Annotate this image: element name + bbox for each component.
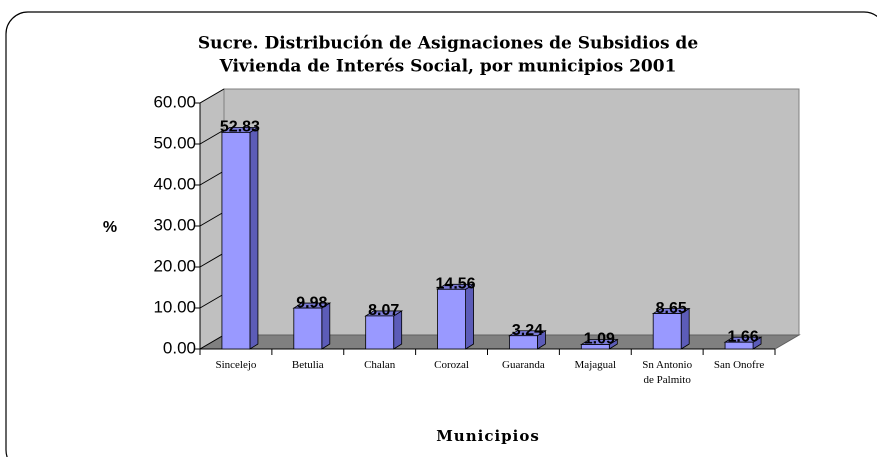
y-tick-label: 50.00	[153, 133, 196, 152]
chart-title: Sucre. Distribución de Asignaciones de S…	[198, 34, 698, 54]
bar	[652, 313, 682, 350]
y-tick-depth	[199, 293, 225, 309]
x-tick-label: San Onofre	[713, 359, 765, 371]
bar	[365, 315, 395, 350]
bar	[580, 344, 610, 350]
bar-side	[465, 283, 474, 350]
data-label: 8.65	[656, 300, 687, 317]
y-tick-depth	[199, 129, 225, 145]
bar-side	[249, 126, 259, 350]
y-tick-label: 10.00	[153, 297, 196, 316]
data-label: 14.56	[436, 276, 476, 293]
y-tick-depth	[199, 211, 225, 227]
y-tick-label: 20.00	[153, 256, 196, 275]
y-tick-depth	[199, 334, 225, 350]
bar	[437, 288, 466, 350]
y-tick-depth	[199, 88, 225, 104]
data-label: 3.24	[512, 322, 543, 339]
y-tick-label: 0.00	[163, 338, 196, 357]
x-tick-label: Chalan	[364, 359, 396, 371]
back-wall	[223, 88, 800, 336]
x-axis-label: Municipios	[436, 427, 540, 445]
data-label: 52.83	[220, 119, 260, 136]
y-tick-depth	[199, 252, 225, 268]
chart-title: Vivienda de Interés Social, por municipi…	[219, 57, 677, 77]
bar	[221, 131, 251, 350]
y-tick-label: 60.00	[153, 92, 196, 111]
data-label: 9.98	[296, 294, 327, 311]
y-tick-label: 40.00	[153, 174, 196, 193]
x-tick-label: Sn Antonio de Palmito	[642, 359, 693, 386]
y-axis-label: %	[103, 219, 117, 236]
x-tick-label: Guaranda	[502, 359, 545, 371]
data-label: 1.09	[584, 331, 615, 348]
bar	[509, 335, 538, 350]
data-label: 8.07	[368, 302, 399, 319]
x-tick-label: Sincelejo	[215, 359, 257, 371]
floor	[198, 334, 801, 350]
x-tick-label: Majagual	[574, 359, 617, 371]
x-tick-label: Corozal	[434, 359, 469, 371]
bar	[724, 341, 754, 350]
bar	[293, 307, 323, 350]
x-tick-label: Betulia	[291, 359, 324, 371]
data-label: 1.66	[727, 328, 758, 345]
y-tick-depth	[199, 170, 225, 186]
y-tick-label: 30.00	[153, 215, 196, 234]
